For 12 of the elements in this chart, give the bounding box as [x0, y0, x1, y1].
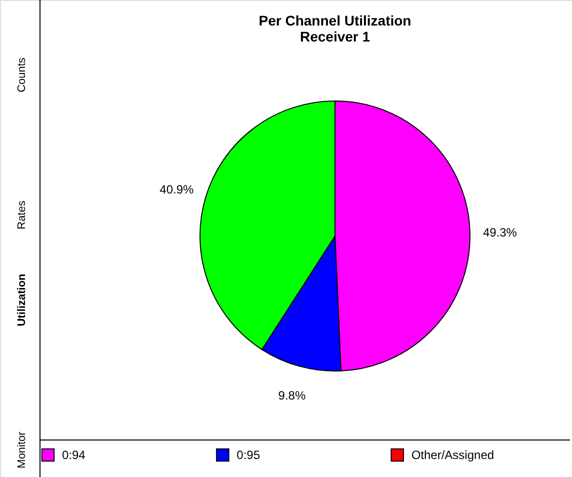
data-label: 40.9%	[160, 182, 194, 196]
data-label: 9.8%	[278, 388, 306, 402]
legend-label: 0:94	[62, 448, 86, 462]
text: Per Channel Utilization	[258, 12, 412, 28]
text: Counts	[16, 57, 28, 92]
text: Rates	[16, 200, 28, 230]
text: Receiver 1	[300, 28, 370, 44]
text: Utilization	[16, 273, 28, 326]
data-label: 49.3%	[482, 225, 518, 240]
legend-label: 0:95	[236, 448, 260, 462]
text: Monitor	[16, 431, 28, 468]
legend-label: Other/Assigned	[411, 448, 494, 462]
